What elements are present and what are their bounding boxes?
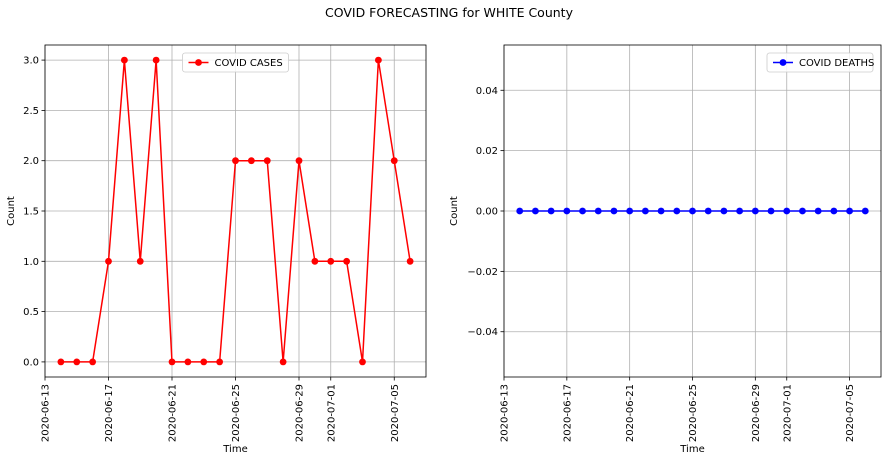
cases-data-point [232,157,239,165]
cases-ticks: 2020-06-13 2020-06-17 2020-06-21 2020-06-25… [23,56,401,443]
deaths-data-point [799,207,806,215]
deaths-data-point [673,207,681,215]
cases-data-point [374,56,382,64]
deaths-data-point [579,207,586,215]
cases-data-point [89,358,97,366]
cases-data-point [279,358,287,366]
cases-data-point [105,257,112,265]
cases-data-point [390,157,398,165]
deaths-data-point [720,207,728,215]
cases-x-tick-label: 2020-06-29 [295,384,306,442]
cases-x-tick-label: 2020-07-05 [390,384,401,442]
cases-plot-frame [44,44,427,378]
cases-data-point [120,56,128,64]
cases-data-point [311,257,319,265]
deaths-data-point [689,207,696,215]
deaths-data-point [704,207,712,215]
cases-y-tick-label: 1.5 [23,207,39,218]
deaths-y-tick-label: 0.02 [476,146,498,157]
deaths-data-point [563,207,571,215]
cases-x-axis-label: Time [222,444,247,455]
deaths-data-point [657,207,665,215]
deaths-y-tick-label: −0.02 [467,267,498,278]
deaths-data-point [641,207,649,215]
cases-legend-marker [195,59,202,66]
cases-data-point [263,157,271,165]
deaths-legend: COVID DEATHS [766,52,874,73]
deaths-data-point [767,207,775,215]
deaths-legend-label: COVID DEATHS [799,58,874,69]
cases-y-tick-label: 3.0 [23,56,39,67]
cases-data-point [152,56,160,64]
deaths-data-point [830,207,838,215]
cases-x-tick-label: 2020-06-17 [104,384,115,442]
deaths-data-point [532,207,539,215]
cases-y-tick-label: 1.0 [23,257,39,268]
deaths-data-point [610,207,618,215]
deaths-x-tick-label: 2020-07-05 [845,384,856,442]
cases-data-point [359,358,366,366]
cases-data-point [343,257,351,265]
cases-legend-label: COVID CASES [215,58,283,69]
cases-chart: 2020-06-13 2020-06-17 2020-06-21 2020-06-25… [6,44,427,455]
cases-x-tick-label: 2020-06-21 [168,384,179,442]
cases-x-tick-label: 2020-06-13 [41,384,52,442]
deaths-y-tick-label: 0.04 [476,86,498,97]
deaths-legend-marker [779,59,787,66]
deaths-data-point [783,207,791,215]
deaths-plot-frame [503,44,882,378]
deaths-data-point [814,207,822,215]
cases-x-tick-label: 2020-06-25 [231,384,242,442]
deaths-x-tick-label: 2020-06-29 [751,384,762,442]
cases-data-point [406,257,414,265]
cases-x-tick-label: 2020-07-01 [326,384,337,442]
cases-data-point [247,157,255,165]
cases-data-point [327,257,335,265]
cases-y-tick-label: 0.5 [23,307,39,318]
cases-data-point [136,257,144,265]
deaths-data-point [751,207,759,215]
cases-data-point [73,358,81,366]
deaths-chart: 2020-06-13 2020-06-17 2020-06-21 2020-06-25… [449,44,882,455]
deaths-x-axis-label: Time [679,444,704,455]
cases-y-axis-label: Count [6,196,17,226]
deaths-legend-box [766,52,874,73]
deaths-x-tick-label: 2020-06-21 [625,384,636,442]
deaths-x-tick-label: 2020-06-25 [688,384,699,442]
deaths-data-point [626,207,634,215]
deaths-data-point [861,207,869,215]
deaths-data-point [547,207,555,215]
deaths-y-tick-label: 0.00 [476,207,498,218]
deaths-y-tick-label: −0.04 [467,327,498,338]
deaths-x-tick-label: 2020-07-01 [782,384,793,442]
cases-data-point [295,157,303,165]
cases-y-tick-label: 0.0 [23,357,39,368]
deaths-x-tick-label: 2020-06-13 [500,384,511,442]
cases-legend: COVID CASES [182,52,289,73]
deaths-data-point [594,207,602,215]
cases-data-point [184,358,192,366]
deaths-ticks: 2020-06-13 2020-06-17 2020-06-21 2020-06-25… [467,86,856,442]
deaths-y-axis-label: Count [449,196,460,226]
cases-y-tick-label: 2.0 [23,156,39,167]
cases-data-point [216,358,224,366]
cases-data-point [200,358,208,366]
cases-legend-box [182,52,289,73]
deaths-data-point [736,207,744,215]
deaths-data-point [846,207,853,215]
cases-data-point [57,358,65,366]
deaths-data-point [516,207,524,215]
figure-title: COVID FORECASTING for WHITE County [325,5,574,20]
deaths-x-tick-label: 2020-06-17 [562,384,573,442]
cases-y-tick-label: 2.5 [23,106,39,117]
cases-data-point [168,358,176,366]
